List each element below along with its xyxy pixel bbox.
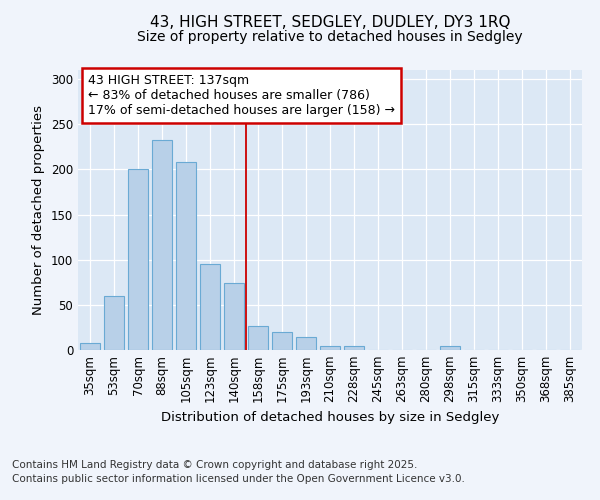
Text: 43 HIGH STREET: 137sqm
← 83% of detached houses are smaller (786)
17% of semi-de: 43 HIGH STREET: 137sqm ← 83% of detached… xyxy=(88,74,395,117)
Bar xyxy=(80,343,100,350)
Y-axis label: Number of detached properties: Number of detached properties xyxy=(32,105,46,315)
Text: Size of property relative to detached houses in Sedgley: Size of property relative to detached ho… xyxy=(137,30,523,44)
Text: 43, HIGH STREET, SEDGLEY, DUDLEY, DY3 1RQ: 43, HIGH STREET, SEDGLEY, DUDLEY, DY3 1R… xyxy=(150,15,510,30)
Bar xyxy=(248,326,268,350)
Bar xyxy=(152,140,172,350)
Bar xyxy=(224,283,244,350)
Bar xyxy=(128,170,148,350)
Bar xyxy=(104,296,124,350)
Bar xyxy=(296,338,316,350)
Bar xyxy=(344,346,364,350)
Bar xyxy=(200,264,220,350)
Bar xyxy=(440,346,460,350)
Bar xyxy=(176,162,196,350)
Text: Contains HM Land Registry data © Crown copyright and database right 2025.
Contai: Contains HM Land Registry data © Crown c… xyxy=(12,460,465,484)
Bar xyxy=(320,346,340,350)
Bar xyxy=(272,332,292,350)
X-axis label: Distribution of detached houses by size in Sedgley: Distribution of detached houses by size … xyxy=(161,410,499,424)
